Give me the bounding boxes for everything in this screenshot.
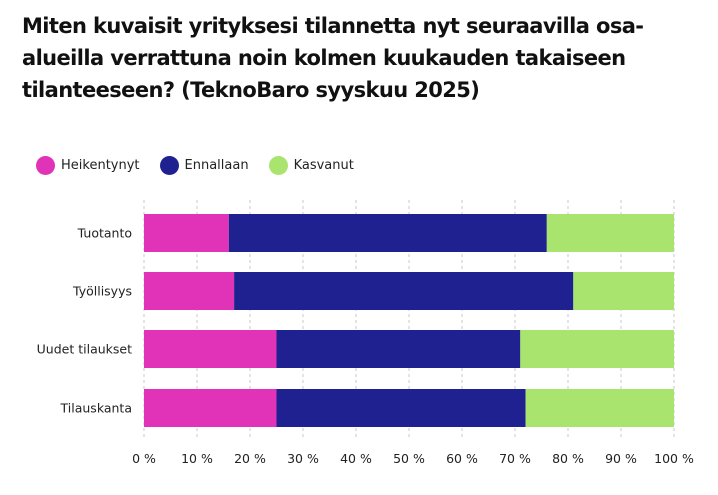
bar-tyollisyys-ennallaan [234, 272, 574, 310]
x-tick-label-50: 50 % [393, 451, 425, 466]
x-tick-label-60: 60 % [446, 451, 478, 466]
x-tick-label-20: 20 % [234, 451, 266, 466]
bar-tyollisyys-heikentynyt [144, 272, 235, 310]
x-tick-label-30: 30 % [287, 451, 319, 466]
x-tick-label-90: 90 % [605, 451, 637, 466]
bar-uudet-tilaukset-ennallaan [276, 330, 521, 368]
bar-tuotanto-ennallaan [228, 214, 547, 252]
bar-tyollisyys-kasvanut [573, 272, 674, 310]
x-tick-label-0: 0 % [132, 451, 156, 466]
legend-label-ennallaan: Ennallaan [184, 157, 249, 173]
bar-tilauskanta-kasvanut [525, 389, 674, 427]
bar-uudet-tilaukset-kasvanut [520, 330, 674, 368]
bar-tilauskanta-ennallaan [276, 389, 526, 427]
category-label-uudet-tilaukset: Uudet tilaukset [37, 342, 132, 357]
bar-tuotanto-kasvanut [546, 214, 674, 252]
bar-tilauskanta-heikentynyt [144, 389, 277, 427]
legend-item-heikentynyt: Heikentynyt [36, 155, 140, 175]
legend-item-ennallaan: Ennallaan [159, 155, 249, 175]
legend-swatch-ennallaan [159, 155, 179, 175]
category-label-tyollisyys: Työllisyys [72, 284, 132, 299]
legend: Heikentynyt Ennallaan Kasvanut [36, 153, 374, 177]
bar-uudet-tilaukset-heikentynyt [144, 330, 277, 368]
legend-swatch-kasvanut [268, 155, 288, 175]
x-tick-label-10: 10 % [181, 451, 213, 466]
category-label-tuotanto: Tuotanto [77, 226, 132, 241]
x-tick-label-70: 70 % [499, 451, 531, 466]
legend-label-heikentynyt: Heikentynyt [61, 157, 140, 173]
legend-item-kasvanut: Kasvanut [268, 155, 354, 175]
bar-tuotanto-heikentynyt [144, 214, 229, 252]
legend-label-kasvanut: Kasvanut [293, 157, 354, 173]
category-label-tilauskanta: Tilauskanta [60, 401, 132, 416]
x-tick-label-100: 100 % [654, 451, 694, 466]
chart-title: Miten kuvaisit yrityksesi tilannetta nyt… [22, 14, 644, 102]
x-tick-label-40: 40 % [340, 451, 372, 466]
x-tick-label-80: 80 % [552, 451, 584, 466]
legend-swatch-heikentynyt [36, 155, 55, 175]
